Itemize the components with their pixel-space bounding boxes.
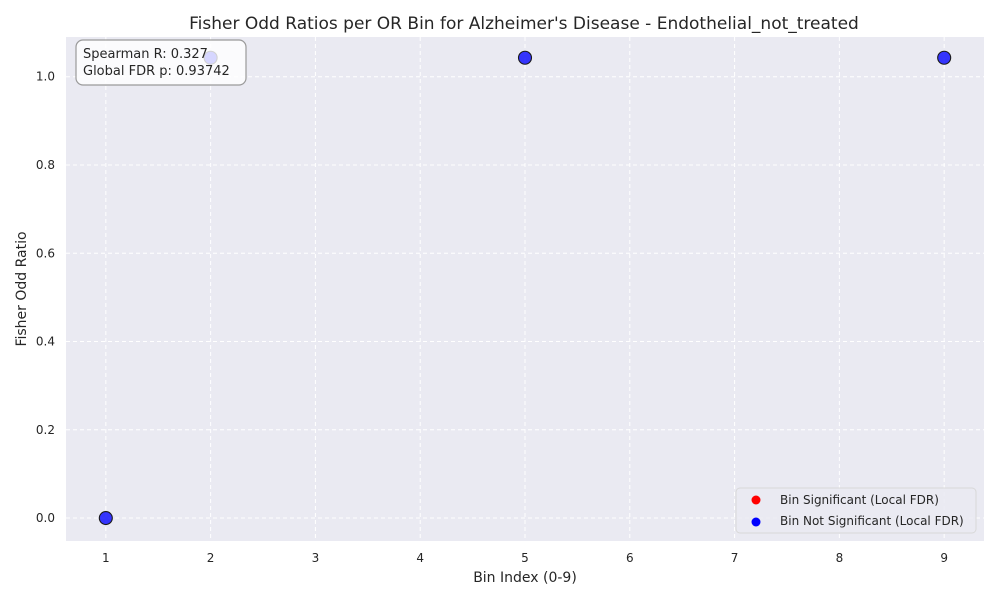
x-tick-label: 8 bbox=[836, 551, 844, 565]
chart-title: Fisher Odd Ratios per OR Bin for Alzheim… bbox=[189, 14, 859, 34]
x-tick-label: 6 bbox=[626, 551, 634, 565]
x-tick-label: 9 bbox=[940, 551, 948, 565]
x-axis-label: Bin Index (0-9) bbox=[473, 570, 577, 586]
x-tick-label: 3 bbox=[312, 551, 320, 565]
y-tick-label: 0.2 bbox=[36, 423, 55, 437]
y-tick-label: 0.6 bbox=[36, 246, 55, 260]
y-axis-label: Fisher Odd Ratio bbox=[14, 231, 30, 346]
x-tick-label: 4 bbox=[416, 551, 424, 565]
data-point bbox=[98, 511, 113, 526]
legend-marker-significant bbox=[751, 495, 761, 505]
x-tick-label: 1 bbox=[102, 551, 110, 565]
legend-label-significant: Bin Significant (Local FDR) bbox=[780, 493, 939, 507]
y-tick-label: 0.4 bbox=[36, 335, 55, 349]
stats-annotation-box bbox=[75, 39, 247, 86]
x-tick-label: 5 bbox=[521, 551, 529, 565]
legend-box bbox=[735, 487, 977, 534]
legend-label-not-significant: Bin Not Significant (Local FDR) bbox=[780, 514, 964, 528]
y-tick-labels: 0.0 0.2 0.4 0.6 0.8 1.0 bbox=[36, 70, 55, 525]
y-tick-label: 1.0 bbox=[36, 70, 55, 84]
x-tick-label: 2 bbox=[207, 551, 215, 565]
y-tick-label: 0.0 bbox=[36, 511, 55, 525]
global-fdr-text: Global FDR p: 0.93742 bbox=[83, 64, 230, 79]
x-tick-labels: 1 2 3 4 5 6 7 8 9 bbox=[102, 551, 948, 565]
legend: Bin Significant (Local FDR) Bin Not Sign… bbox=[735, 487, 977, 534]
spearman-text: Spearman R: 0.327 bbox=[83, 47, 208, 62]
legend-marker-not-significant bbox=[751, 517, 761, 527]
y-tick-label: 0.8 bbox=[36, 158, 55, 172]
stats-annotation: Spearman R: 0.327 Global FDR p: 0.93742 bbox=[75, 39, 247, 86]
x-tick-label: 7 bbox=[731, 551, 739, 565]
data-point bbox=[937, 50, 952, 65]
data-point bbox=[517, 50, 533, 65]
